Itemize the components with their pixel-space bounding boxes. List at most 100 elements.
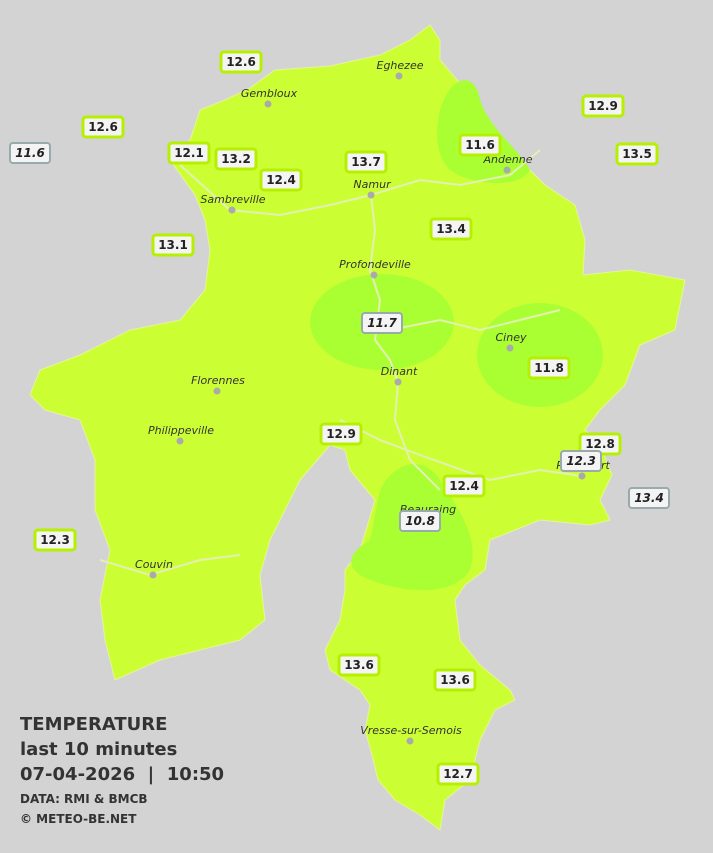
station-box xyxy=(151,233,195,257)
station-value: 11.7 xyxy=(367,316,397,330)
zone xyxy=(477,303,603,407)
station-value: 12.6 xyxy=(226,55,256,69)
station: 11.7 xyxy=(361,312,403,334)
station: 13.6 xyxy=(433,668,477,692)
station: 13.6 xyxy=(337,653,381,677)
station: 13.5 xyxy=(615,142,659,166)
town-label: Dinant xyxy=(381,365,418,378)
station: 12.8 xyxy=(578,432,622,456)
town-dot xyxy=(578,472,586,480)
station: 11.6 xyxy=(9,142,51,164)
station-box xyxy=(219,50,263,74)
station-box xyxy=(458,133,502,157)
station-box xyxy=(615,142,659,166)
station: 12.4 xyxy=(442,474,486,498)
station: 12.4 xyxy=(259,168,303,192)
station-value: 12.4 xyxy=(449,479,479,493)
station-box xyxy=(167,141,211,165)
town-dot xyxy=(228,206,236,214)
station: 12.6 xyxy=(81,115,125,139)
town-label: Profondeville xyxy=(339,258,411,271)
station-box xyxy=(33,528,77,552)
station: 13.2 xyxy=(214,147,258,171)
station-value: 12.4 xyxy=(266,173,296,187)
town-dot xyxy=(264,100,272,108)
station-value: 11.6 xyxy=(15,146,45,160)
legend-timestamp: 07-04-2026 | 10:50 xyxy=(20,764,224,785)
station-box xyxy=(429,217,473,241)
station: 11.6 xyxy=(458,133,502,157)
station-box xyxy=(319,422,363,446)
legend-credit: © METEO-BE.NET xyxy=(20,812,137,826)
station-value: 12.1 xyxy=(174,146,204,160)
station: 12.9 xyxy=(319,422,363,446)
town-dot xyxy=(503,166,511,174)
town-dot xyxy=(149,571,157,579)
station: 11.8 xyxy=(527,356,571,380)
station-box xyxy=(361,312,403,334)
station-value: 13.4 xyxy=(634,491,664,505)
station-box xyxy=(9,142,51,164)
towns: EghezeeGemblouxAndenneNamurSambrevillePr… xyxy=(135,59,610,745)
station: 13.7 xyxy=(344,150,388,174)
station-value: 13.7 xyxy=(351,155,381,169)
station-value: 13.5 xyxy=(622,147,652,161)
town-label: Couvin xyxy=(135,558,173,571)
stations: 12.6 12.6 11.6 12.1 13.2 12.4 13.7 11.6 12.9 13.5… xyxy=(9,50,670,786)
town-label: Vresse-sur-Semois xyxy=(360,724,462,737)
legend-subtitle: last 10 minutes xyxy=(20,739,177,760)
town-dot xyxy=(506,344,514,352)
town-label: Florennes xyxy=(191,374,245,387)
station-box xyxy=(628,487,670,509)
town-label: Namur xyxy=(353,178,392,191)
town-label: Gembloux xyxy=(241,87,298,100)
station-value: 11.6 xyxy=(465,138,495,152)
town-label: Sambreville xyxy=(200,193,265,206)
river xyxy=(99,554,241,577)
station: 12.6 xyxy=(219,50,263,74)
river xyxy=(389,309,561,332)
station-value: 12.7 xyxy=(443,767,473,781)
station-value: 10.8 xyxy=(405,514,435,528)
station: 10.8 xyxy=(399,510,441,532)
station-value: 12.6 xyxy=(88,120,118,134)
station: 12.9 xyxy=(581,94,625,118)
station: 13.4 xyxy=(628,487,670,509)
station: 13.4 xyxy=(429,217,473,241)
station: 12.7 xyxy=(436,762,480,786)
town-dot xyxy=(213,387,221,395)
station-box xyxy=(433,668,477,692)
river xyxy=(339,419,583,482)
station-value: 11.8 xyxy=(534,361,564,375)
station-box xyxy=(81,115,125,139)
river xyxy=(368,194,441,491)
town-label: Eghezee xyxy=(377,59,424,72)
station-box xyxy=(527,356,571,380)
station-value: 13.1 xyxy=(158,238,188,252)
station-box xyxy=(581,94,625,118)
station-value: 13.2 xyxy=(221,152,251,166)
town-dot xyxy=(406,737,414,745)
town-dot xyxy=(367,191,375,199)
station-box xyxy=(214,147,258,171)
legend-source: DATA: RMI & BMCB xyxy=(20,792,148,806)
station-value: 12.8 xyxy=(585,437,615,451)
station-value: 13.4 xyxy=(436,222,466,236)
station: 13.1 xyxy=(151,233,195,257)
station: 12.3 xyxy=(33,528,77,552)
station-value: 12.9 xyxy=(326,427,356,441)
station-box xyxy=(399,510,441,532)
town-label: Ciney xyxy=(496,331,527,344)
station-value: 13.6 xyxy=(344,658,374,672)
station-box xyxy=(436,762,480,786)
town-dot xyxy=(176,437,184,445)
legend-title: TEMPERATURE xyxy=(20,714,167,735)
town-dot xyxy=(395,72,403,80)
station-box xyxy=(344,150,388,174)
zone xyxy=(437,80,530,184)
station-value: 12.9 xyxy=(588,99,618,113)
station-value: 12.3 xyxy=(566,454,596,468)
station-box xyxy=(337,653,381,677)
town-dot xyxy=(370,271,378,279)
